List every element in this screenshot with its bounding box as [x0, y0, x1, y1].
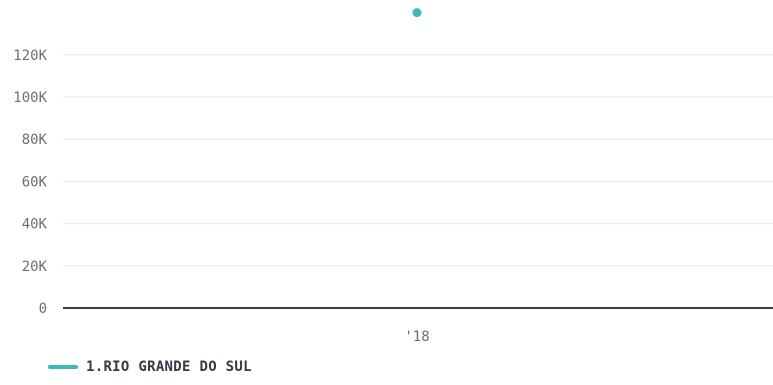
legend-swatch	[48, 365, 78, 369]
x-axis-ticks: '18	[404, 329, 429, 345]
data-point[interactable]	[412, 8, 422, 18]
y-tick-label: 0	[39, 301, 47, 317]
legend[interactable]: 1.RIO GRANDE DO SUL	[48, 359, 252, 375]
y-tick-label: 120K	[13, 48, 47, 64]
y-axis-ticks: 0 20K 40K 60K 80K 100K 120K	[13, 48, 47, 317]
y-tick-label: 80K	[22, 132, 48, 148]
y-tick-label: 60K	[22, 174, 48, 190]
legend-label: 1.RIO GRANDE DO SUL	[86, 359, 252, 375]
x-tick-label: '18	[404, 329, 429, 345]
gridlines	[63, 54, 773, 267]
y-tick-label: 20K	[22, 259, 48, 275]
y-tick-label: 40K	[22, 217, 48, 233]
y-tick-label: 100K	[13, 90, 47, 106]
data-points	[412, 8, 422, 18]
